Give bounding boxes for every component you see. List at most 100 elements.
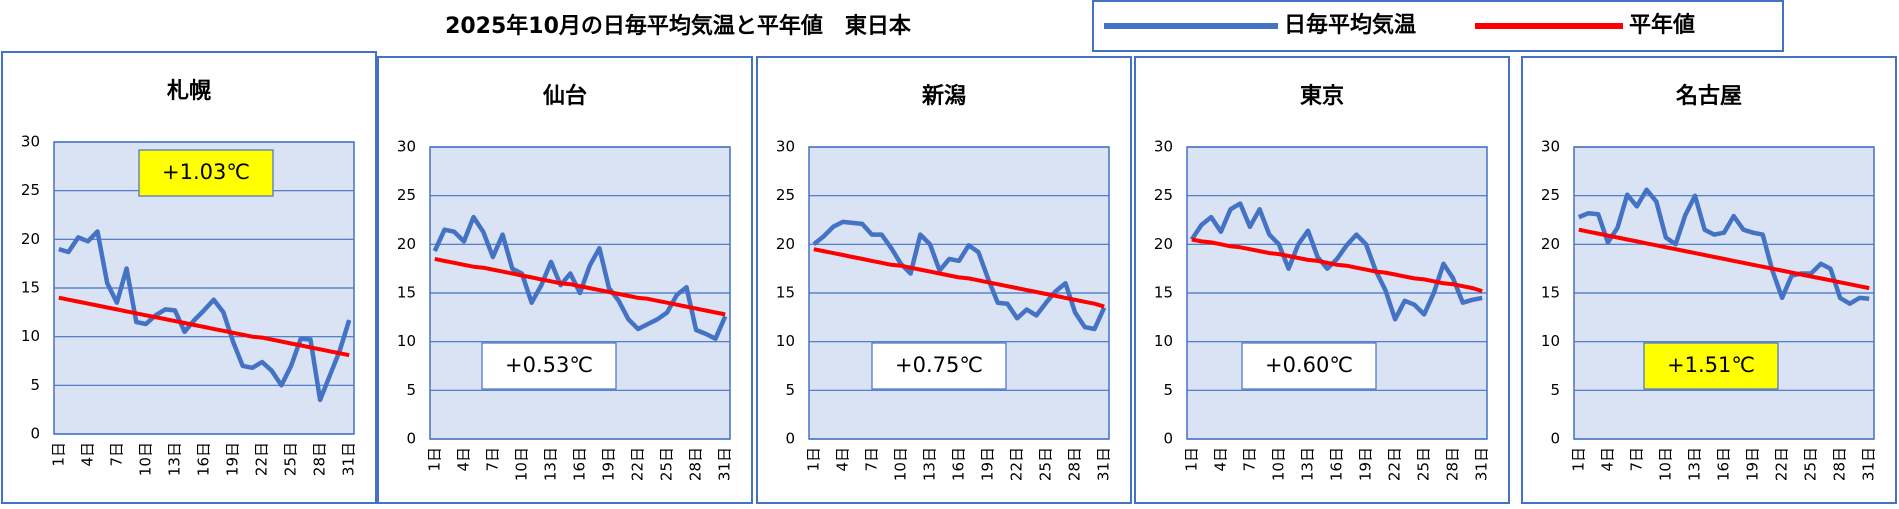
x-tick-label: 31日 [1473, 447, 1491, 481]
series-line [1577, 187, 1870, 306]
y-tick-label: 25 [397, 186, 416, 204]
x-tick-label: 1日 [804, 447, 822, 472]
y-tick-label: 25 [1541, 186, 1560, 204]
x-tick-label: 22日 [1386, 447, 1404, 481]
x-tick-label: 16日 [1328, 447, 1346, 481]
chart-title: 名古屋 [1675, 83, 1742, 109]
series-line [812, 219, 1107, 332]
chart-title: 新潟 [921, 83, 966, 109]
x-tick-label: 25日 [1415, 447, 1433, 481]
x-tick-label: 25日 [1802, 447, 1820, 481]
series-line [1189, 201, 1483, 322]
y-tick-label: 0 [1163, 430, 1173, 448]
x-tick-label: 13日 [920, 447, 938, 481]
annotation-text: +0.75℃ [895, 353, 983, 377]
chart-title: 東京 [1300, 84, 1344, 109]
x-tick-label: 7日 [862, 447, 880, 472]
annotation-text: +0.53℃ [505, 353, 593, 377]
y-tick-label: 25 [1154, 186, 1173, 204]
series-line [58, 229, 352, 403]
x-tick-label: 13日 [1298, 447, 1316, 481]
y-tick-label: 0 [406, 430, 416, 448]
y-tick-label: 30 [776, 138, 795, 156]
x-tick-label: 28日 [687, 447, 705, 481]
x-tick-label: 4日 [1598, 447, 1616, 472]
x-tick-label: 7日 [107, 442, 125, 467]
x-tick-label: 7日 [1240, 447, 1258, 472]
x-tick-label: 19日 [224, 442, 242, 476]
x-tick-label: 28日 [311, 442, 329, 476]
y-tick-label: 20 [1541, 235, 1560, 253]
x-tick-label: 10日 [512, 447, 530, 481]
x-tick-label: 25日 [282, 442, 300, 476]
series-line [434, 256, 726, 317]
y-tick-label: 5 [1163, 381, 1173, 399]
chart-title: 仙台 [542, 83, 587, 109]
x-tick-label: 4日 [1211, 447, 1229, 472]
x-tick-label: 28日 [1831, 447, 1849, 481]
series-line [432, 214, 728, 341]
x-tick-label: 16日 [571, 447, 589, 481]
x-tick-label: 16日 [195, 442, 213, 476]
x-tick-label: 10日 [891, 447, 909, 481]
x-tick-label: 10日 [1269, 447, 1287, 481]
y-tick-label: 15 [21, 279, 40, 297]
x-tick-label: 31日 [1095, 447, 1113, 481]
series-line [58, 295, 350, 358]
x-tick-label: 19日 [600, 447, 618, 481]
series-line [813, 247, 1105, 309]
x-tick-label: 31日 [340, 442, 358, 476]
series-line [1191, 237, 1483, 294]
x-tick-label: 28日 [1444, 447, 1462, 481]
y-tick-label: 10 [1541, 332, 1560, 350]
y-tick-label: 30 [1154, 138, 1173, 156]
annotation-text: +1.51℃ [1667, 353, 1755, 377]
y-tick-label: 30 [21, 133, 40, 151]
x-tick-label: 22日 [1008, 447, 1026, 481]
y-tick-label: 20 [21, 230, 40, 248]
x-tick-label: 28日 [1066, 447, 1084, 481]
x-tick-label: 7日 [483, 447, 501, 472]
y-tick-label: 25 [776, 186, 795, 204]
y-tick-label: 0 [785, 430, 795, 448]
x-tick-label: 1日 [49, 442, 67, 467]
x-tick-label: 7日 [1627, 447, 1645, 472]
y-tick-label: 15 [1154, 284, 1173, 302]
page-title: 2025年10月の日毎平均気温と平年値 東日本 [445, 13, 912, 39]
y-tick-label: 5 [785, 381, 795, 399]
y-tick-label: 0 [1550, 430, 1560, 448]
x-tick-label: 1日 [425, 447, 443, 472]
y-tick-label: 10 [397, 332, 416, 350]
x-tick-label: 4日 [78, 442, 96, 467]
x-tick-label: 31日 [716, 447, 734, 481]
y-tick-label: 30 [397, 138, 416, 156]
x-tick-label: 10日 [1656, 447, 1674, 481]
legend-label: 日毎平均気温 [1284, 12, 1416, 38]
y-tick-label: 10 [776, 332, 795, 350]
annotation-text: +1.03℃ [162, 160, 250, 184]
x-tick-label: 1日 [1569, 447, 1587, 472]
x-tick-label: 16日 [1715, 447, 1733, 481]
y-tick-label: 10 [1154, 332, 1173, 350]
y-tick-label: 20 [397, 235, 416, 253]
annotation-box [1241, 342, 1377, 390]
y-tick-label: 10 [21, 327, 40, 345]
y-tick-label: 30 [1541, 138, 1560, 156]
y-tick-label: 5 [1550, 381, 1560, 399]
x-tick-label: 19日 [1357, 447, 1375, 481]
x-tick-label: 13日 [541, 447, 559, 481]
x-tick-label: 31日 [1860, 447, 1878, 481]
y-tick-label: 25 [21, 181, 40, 199]
annotation-box [138, 149, 274, 197]
chart-title: 札幌 [166, 79, 211, 104]
x-tick-label: 13日 [165, 442, 183, 476]
x-tick-label: 4日 [833, 447, 851, 472]
x-tick-label: 16日 [950, 447, 968, 481]
x-tick-label: 13日 [1685, 447, 1703, 481]
x-tick-label: 19日 [1744, 447, 1762, 481]
y-tick-label: 20 [776, 235, 795, 253]
x-tick-label: 19日 [979, 447, 997, 481]
series-line [1578, 227, 1870, 291]
y-tick-label: 0 [30, 425, 40, 443]
